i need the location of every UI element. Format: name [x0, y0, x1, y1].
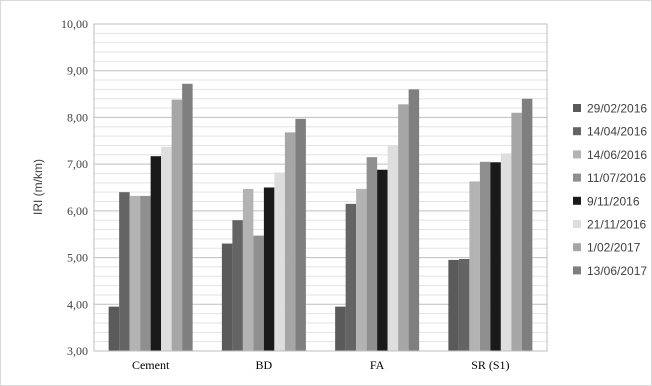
bar	[171, 99, 183, 352]
legend-label: 9/11/2016	[587, 194, 640, 208]
bar	[150, 156, 162, 351]
bar	[469, 181, 480, 351]
category-label: FA	[370, 358, 385, 372]
legend-label: 21/11/2016	[587, 218, 646, 232]
plot-area-border	[93, 23, 548, 352]
y-tick-label: 6,00	[67, 204, 88, 218]
legend-label: 1/02/2017	[587, 241, 641, 255]
legend-swatch	[573, 127, 581, 136]
legend-swatch	[573, 220, 581, 228]
bar	[448, 259, 459, 351]
legend-label: 13/06/2017	[587, 264, 647, 278]
bar	[182, 83, 193, 351]
bar	[398, 104, 409, 351]
bar	[221, 243, 233, 351]
legend-swatch	[573, 150, 581, 159]
legend: 29/02/2016 14/04/2016 14/06/2016 11/07/2016…	[573, 102, 647, 278]
y-tick-labels: 3,00 4,00 5,00 6,00 7,00 8,00 9,00 10,00	[61, 17, 88, 358]
y-tick-label: 5,00	[67, 251, 88, 265]
category-label: Cement	[132, 358, 170, 372]
legend-swatch	[573, 266, 581, 275]
bar	[500, 153, 512, 351]
bar	[377, 169, 388, 351]
legend-label: 14/04/2016	[587, 125, 647, 139]
bar	[161, 146, 172, 351]
y-tick-label: 10,00	[61, 17, 88, 31]
category-label: BD	[256, 358, 273, 372]
bar	[242, 188, 254, 351]
bar	[387, 145, 399, 351]
bar	[295, 118, 306, 351]
bar	[129, 195, 141, 351]
bar	[263, 187, 275, 351]
bar	[253, 235, 264, 351]
bar	[232, 220, 243, 351]
legend-label: 11/07/2016	[587, 171, 646, 185]
bar	[458, 258, 470, 351]
legend-label: 29/02/2016	[587, 102, 647, 116]
bar	[119, 192, 130, 351]
legend-swatch	[573, 196, 581, 205]
bar	[140, 195, 151, 351]
y-tick-label: 9,00	[67, 64, 88, 78]
y-tick-label: 7,00	[67, 157, 88, 171]
bar	[108, 306, 120, 351]
bar	[521, 98, 533, 352]
bar	[511, 112, 522, 351]
bar	[345, 203, 357, 351]
bar	[356, 188, 367, 351]
y-axis-label: IRI (m/km)	[31, 159, 45, 215]
bar	[490, 162, 501, 351]
legend-swatch	[573, 104, 581, 112]
y-tick-label: 4,00	[67, 297, 88, 311]
category-labels: Cement BD FA SR (S1)	[132, 358, 510, 372]
y-tick-label: 3,00	[67, 344, 88, 358]
bar	[366, 157, 378, 351]
category-label: SR (S1)	[471, 358, 509, 372]
bar	[284, 132, 296, 351]
bar	[479, 161, 491, 351]
bar	[335, 306, 346, 351]
y-tick-label: 8,00	[67, 110, 88, 124]
legend-swatch	[573, 243, 581, 252]
bars	[108, 83, 533, 352]
bar	[274, 172, 285, 351]
bar	[408, 89, 420, 352]
legend-label: 14/06/2016	[587, 148, 647, 162]
legend-swatch	[573, 173, 581, 182]
